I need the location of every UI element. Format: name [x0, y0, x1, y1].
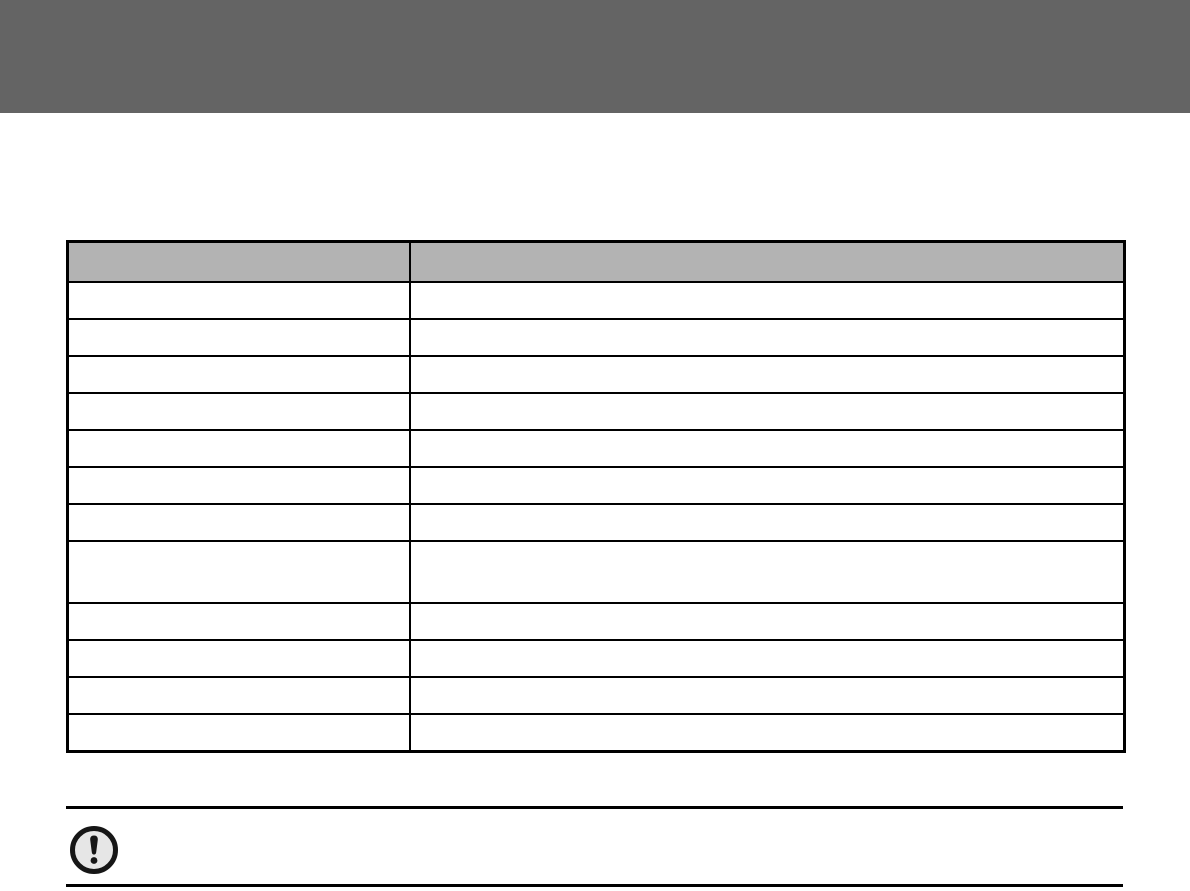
table-cell	[408, 713, 1126, 753]
note-separator-top	[66, 806, 1123, 809]
table-cell	[66, 540, 411, 604]
table-cell	[66, 466, 411, 505]
table-header-cell-left	[66, 240, 411, 283]
table-cell	[408, 602, 1126, 641]
table-cell	[408, 466, 1126, 505]
table-row	[66, 503, 1126, 542]
top-banner	[0, 0, 1190, 113]
content-table	[66, 240, 1126, 753]
table-cell	[408, 392, 1126, 431]
table-cell	[66, 713, 411, 753]
table-cell	[408, 429, 1126, 468]
table-cell	[66, 503, 411, 542]
table-cell	[66, 318, 411, 357]
table-row	[66, 281, 1126, 320]
table-header-cell-right	[408, 240, 1126, 283]
table-row	[66, 355, 1126, 394]
table-cell	[66, 355, 411, 394]
exclamation-circle-icon	[69, 825, 119, 875]
table-cell	[408, 503, 1126, 542]
table-row	[66, 466, 1126, 505]
table-cell	[66, 281, 411, 320]
table-cell	[408, 355, 1126, 394]
table-cell	[408, 540, 1126, 604]
note-separator-bottom	[66, 884, 1123, 887]
note-text	[134, 832, 1123, 872]
table-cell	[408, 318, 1126, 357]
table-row	[66, 676, 1126, 715]
table-row-tall	[66, 540, 1126, 604]
table-cell	[66, 639, 411, 678]
table-row	[66, 602, 1126, 641]
table-cell	[408, 281, 1126, 320]
table-cell	[66, 676, 411, 715]
table-row	[66, 392, 1126, 431]
table-row	[66, 318, 1126, 357]
table-row	[66, 429, 1126, 468]
table-cell	[408, 639, 1126, 678]
table-row	[66, 713, 1126, 753]
table-header-row	[66, 240, 1126, 283]
table-cell	[66, 392, 411, 431]
table-cell	[66, 429, 411, 468]
table-cell	[408, 676, 1126, 715]
table-row	[66, 639, 1126, 678]
table-cell	[66, 602, 411, 641]
